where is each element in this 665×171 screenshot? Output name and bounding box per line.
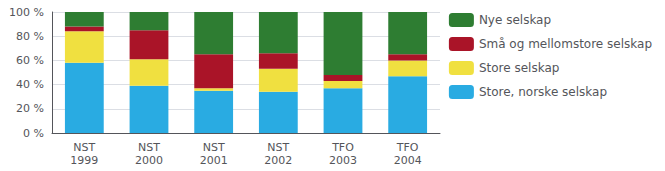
svg-text:Små og mellomstore selskap: Små og mellomstore selskap xyxy=(479,37,652,51)
svg-text:Store, norske selskap: Store, norske selskap xyxy=(479,85,607,99)
svg-text:2003: 2003 xyxy=(329,154,357,167)
svg-text:80 %: 80 % xyxy=(16,30,44,43)
svg-text:NST: NST xyxy=(267,141,289,154)
svg-text:TFO: TFO xyxy=(331,141,354,154)
svg-text:Store selskap: Store selskap xyxy=(479,61,559,75)
svg-text:2002: 2002 xyxy=(264,154,292,167)
svg-text:NST: NST xyxy=(138,141,160,154)
svg-text:2004: 2004 xyxy=(394,154,422,167)
svg-text:20 %: 20 % xyxy=(16,102,44,115)
svg-text:0 %: 0 % xyxy=(23,127,44,140)
svg-text:40 %: 40 % xyxy=(16,78,44,91)
svg-text:100 %: 100 % xyxy=(9,6,44,19)
svg-text:TFO: TFO xyxy=(396,141,419,154)
svg-text:NST: NST xyxy=(73,141,95,154)
svg-text:Nye selskap: Nye selskap xyxy=(479,13,551,27)
svg-text:2000: 2000 xyxy=(135,154,163,167)
svg-text:NST: NST xyxy=(203,141,225,154)
svg-text:2001: 2001 xyxy=(200,154,228,167)
svg-text:60 %: 60 % xyxy=(16,54,44,67)
svg-text:1999: 1999 xyxy=(70,154,98,167)
